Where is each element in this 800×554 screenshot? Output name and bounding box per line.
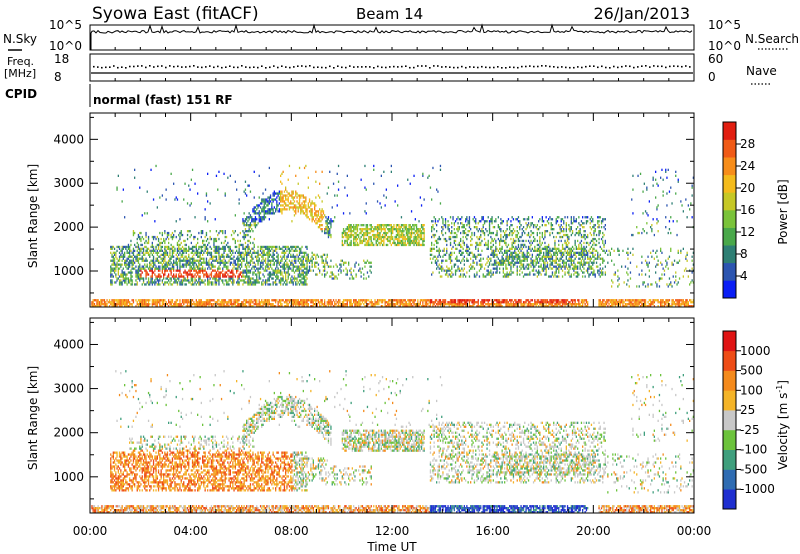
colorbar-swatch: [723, 331, 736, 352]
colorbar-swatch: [723, 210, 736, 228]
x-tick-label: 04:00: [173, 524, 208, 538]
nave-trace: [93, 65, 691, 69]
colorbar-tick-label: 24: [740, 159, 755, 173]
colorbar-swatch: [723, 429, 736, 450]
y-tick-label: 3000: [53, 382, 84, 396]
colorbar-swatch: [723, 174, 736, 193]
y-tick-label: 2000: [53, 426, 84, 440]
colorbar-swatch: [723, 262, 736, 281]
noise-tick-bottom-left: 10^0: [49, 39, 82, 53]
nave-tick-top: 60: [708, 52, 723, 66]
frequency-panel: Freq. [MHz] 18 8 60 0 Nave: [4, 52, 777, 85]
colorbar-tick-label: 8: [740, 247, 748, 261]
velocity-colorbar-label: Velocity [m s-1]: [775, 380, 790, 470]
velocity-colorbar: 1000 500 100 25 -25 -100 -500 -1000 Velocity [m…: [722, 330, 790, 510]
nave-label: Nave: [746, 64, 777, 78]
x-tick-label: 16:00: [475, 524, 510, 538]
x-tick-label: 00:00: [73, 524, 108, 538]
power-x-ticks: [89, 113, 695, 307]
colorbar-tick-label: -25: [740, 423, 760, 437]
colorbar-tick-label: -100: [740, 443, 767, 457]
noise-tick-top-left: 10^5: [49, 18, 82, 32]
colorbar-swatch: [723, 370, 736, 391]
colorbar-tick-label: 500: [740, 364, 763, 378]
y-tick-label: 4000: [53, 337, 84, 351]
date-label: 26/Jan/2013: [593, 4, 690, 23]
colorbar-swatch: [723, 245, 736, 264]
colorbar-swatch: [723, 390, 736, 411]
noise-tick-top-right: 10^5: [708, 18, 741, 32]
figure-title: Syowa East (fitACF): [92, 4, 259, 24]
colorbar-swatch: [723, 469, 736, 490]
colorbar-swatch: [723, 350, 736, 371]
power-colorbar: 4 8 12 16 20 24 28 Power [dB]: [722, 121, 790, 299]
colorbar-swatch: [723, 122, 736, 140]
y-tick-label: 2000: [53, 220, 84, 234]
velocity-x-ticks: 00:00 04:00 08:00 12:00 16:00 20:00 00:00: [73, 318, 712, 538]
x-axis-label: Time UT: [366, 540, 417, 554]
colorbar-swatch: [723, 449, 736, 470]
power-panel: 1000 2000 3000 4000 Slant Range [km]: [26, 112, 695, 308]
colorbar-tick-label: 20: [740, 181, 755, 195]
freq-tick-bottom: 8: [54, 70, 62, 84]
power-y-ticks: 1000 2000 3000 4000: [53, 116, 694, 294]
velocity-y-axis-label: Slant Range [km]: [26, 366, 40, 470]
power-data-cells: [91, 164, 694, 308]
noise-search-label: N.Search: [745, 32, 799, 46]
colorbar-swatch: [723, 139, 736, 158]
x-tick-label: 12:00: [375, 524, 410, 538]
x-tick-label: 20:00: [576, 524, 611, 538]
colorbar-swatch: [723, 489, 736, 510]
colorbar-swatch: [723, 227, 736, 246]
colorbar-swatch: [723, 280, 736, 299]
cpid-value: normal (fast) 151 RF: [93, 93, 233, 107]
colorbar-tick-label: 1000: [740, 344, 771, 358]
y-tick-label: 1000: [53, 470, 84, 484]
velocity-y-ticks: 1000 2000 3000 4000: [53, 321, 694, 500]
power-y-axis-label: Slant Range [km]: [26, 164, 40, 268]
freq-tick-top: 18: [54, 52, 69, 66]
cpid-label: CPID: [5, 87, 37, 101]
noise-sky-label: N.Sky: [3, 32, 37, 46]
y-tick-label: 1000: [53, 264, 84, 278]
freq-label-line2: [MHz]: [4, 67, 36, 80]
colorbar-tick-label: 4: [740, 269, 748, 283]
colorbar-tick-label: 28: [740, 137, 755, 151]
velocity-panel: 1000 2000 3000 4000 00:00 04:00 08:00 12:00 16:…: [26, 317, 712, 554]
beam-label: Beam 14: [356, 5, 423, 23]
y-tick-label: 3000: [53, 176, 84, 190]
colorbar-swatch: [723, 157, 736, 176]
colorbar-tick-label: 100: [740, 383, 763, 397]
colorbar-swatch: [723, 410, 736, 431]
x-tick-label: 08:00: [274, 524, 309, 538]
noise-tick-bottom-right: 10^0: [708, 39, 741, 53]
colorbar-tick-label: -500: [740, 462, 767, 476]
y-tick-label: 4000: [53, 132, 84, 146]
colorbar-tick-label: 16: [740, 203, 755, 217]
colorbar-tick-label: 25: [740, 403, 755, 417]
freq-label-line1: Freq.: [7, 55, 34, 68]
colorbar-tick-label: -1000: [740, 482, 775, 496]
noise-sky-trace: [90, 23, 693, 51]
colorbar-tick-label: 12: [740, 225, 755, 239]
nave-tick-bottom: 0: [708, 70, 716, 84]
x-tick-label: 00:00: [677, 524, 712, 538]
power-colorbar-label: Power [dB]: [776, 179, 790, 244]
velocity-data-cells: [91, 370, 694, 514]
colorbar-swatch: [723, 192, 736, 211]
